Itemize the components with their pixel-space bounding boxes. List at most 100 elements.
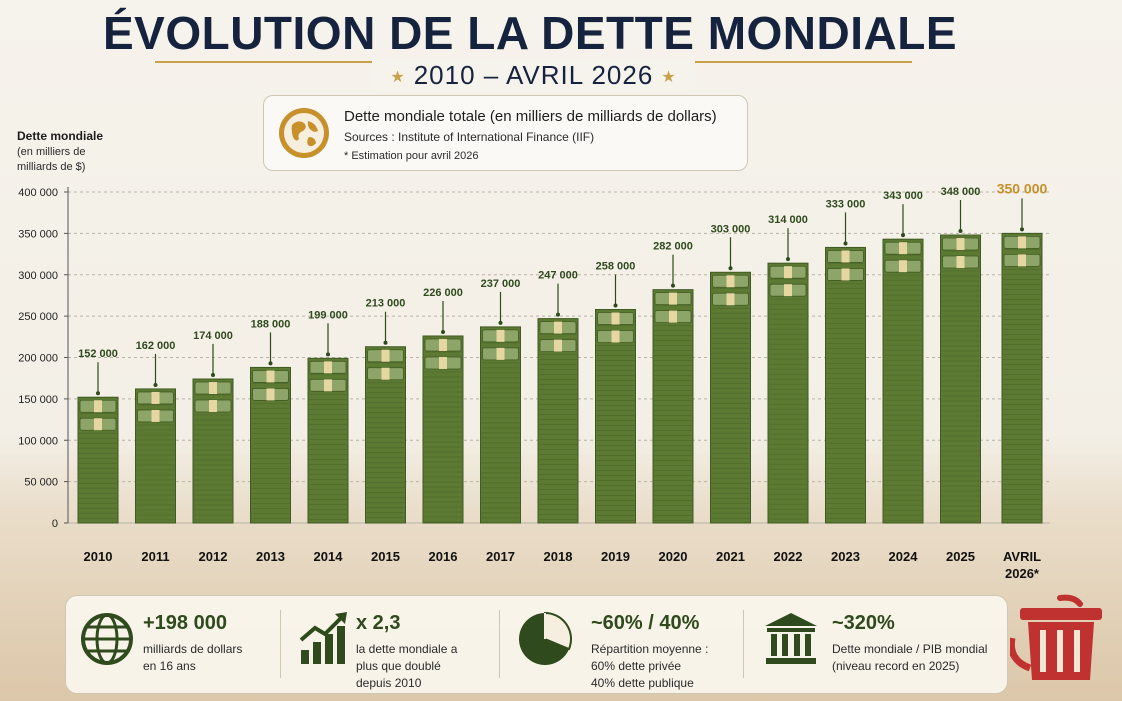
globe-icon	[81, 613, 133, 665]
y-axis-title: Dette mondiale	[17, 129, 104, 143]
bill-band	[151, 409, 160, 422]
stat-line: plus que doublé	[356, 659, 441, 673]
bill-band	[1018, 254, 1026, 267]
stat-line: (niveau record en 2025)	[832, 659, 960, 673]
x-tick-label: 2012	[199, 549, 228, 564]
x-tick-label: 2020	[659, 549, 688, 564]
x-tick-label: 2010	[84, 549, 113, 564]
star-icon: ★	[390, 69, 406, 87]
value-dot	[1020, 227, 1024, 232]
bill-band	[439, 356, 447, 369]
bar	[710, 271, 751, 524]
value-label: 348 000	[941, 186, 981, 198]
bar	[537, 318, 579, 524]
y-tick-label: 0	[52, 518, 58, 530]
bill-band	[496, 347, 505, 360]
pie-chart-icon	[519, 611, 572, 665]
chart-title: ÉVOLUTION DE LA DETTE MONDIALE	[102, 7, 958, 59]
stat-divider	[499, 610, 500, 678]
stat-line: milliards de dollars	[143, 642, 243, 656]
bill-band	[669, 292, 677, 305]
bill-band	[209, 400, 217, 413]
x-tick-label: 2017	[486, 549, 515, 564]
value-dot	[326, 352, 330, 357]
bill-band	[209, 382, 217, 395]
bill-band	[1018, 236, 1026, 249]
value-label: 162 000	[136, 340, 176, 352]
y-axis-unit: (en milliers de milliards de $)	[17, 146, 86, 173]
growth-chart-icon	[299, 612, 347, 664]
x-tick-label: 2022	[774, 549, 803, 564]
bar	[940, 234, 981, 524]
value-label: 199 000	[308, 309, 348, 321]
bar	[652, 289, 694, 524]
info-box: Dette mondiale totale (en milliers de mi…	[263, 95, 748, 171]
value-dot	[441, 329, 445, 334]
stat-debt-gdp: ~320% Dette mondiale / PIB mondial (nive…	[756, 596, 1001, 693]
value-label: 303 000	[711, 223, 751, 235]
stat-description: Répartition moyenne : 60% dette privée 4…	[591, 641, 708, 692]
bill-band	[956, 238, 965, 251]
x-tick-label: 2015	[371, 549, 400, 564]
value-label: 247 000	[538, 270, 578, 282]
stat-line: 60% dette privée	[591, 659, 682, 673]
value-dot	[96, 391, 100, 396]
x-tick-label: 2025	[946, 549, 975, 564]
trash-icon[interactable]	[1010, 590, 1110, 685]
bar	[77, 396, 119, 524]
stat-distribution: ~60% / 40% Répartition moyenne : 60% det…	[514, 596, 744, 693]
info-sources: Sources : Institute of International Fin…	[344, 130, 595, 144]
value-label: 282 000	[653, 241, 693, 253]
x-tick-label: 2011	[141, 549, 169, 564]
stat-line: en 16 ans	[143, 659, 196, 673]
y-tick-label: 200 000	[18, 353, 58, 365]
y-tick-label: 150 000	[18, 394, 58, 406]
bill-band	[554, 339, 562, 352]
bank-icon	[765, 613, 817, 664]
subtitle: ★ 2010 – AVRIL 2026 ★	[155, 60, 912, 91]
value-dot	[556, 312, 560, 317]
value-dot	[498, 320, 503, 325]
stats-panel: +198 000 milliards de dollars en 16 ans …	[65, 595, 1008, 694]
stat-value: ~320%	[832, 612, 895, 634]
value-label: 258 000	[596, 261, 636, 273]
globe-icon	[279, 108, 329, 158]
value-dot	[958, 229, 963, 234]
y-tick-label: 250 000	[18, 311, 58, 323]
bill-band	[726, 293, 735, 306]
value-label: 343 000	[883, 190, 923, 202]
x-tick-label: 2026*	[1005, 566, 1040, 581]
value-label: 314 000	[768, 214, 808, 226]
subtitle-text: 2010 – AVRIL 2026	[413, 60, 654, 90]
x-tick-label: 2023	[831, 549, 860, 564]
value-dot	[153, 382, 158, 387]
bill-band	[266, 388, 275, 401]
value-dot	[211, 373, 215, 378]
bill-band	[899, 242, 907, 255]
y-tick-label: 300 000	[18, 270, 58, 282]
value-label: 333 000	[826, 198, 866, 210]
stat-line: 40% dette publique	[591, 676, 694, 690]
y-tick-label: 350 000	[18, 228, 58, 240]
stat-line: depuis 2010	[356, 676, 422, 690]
x-tick-label: 2018	[544, 549, 573, 564]
value-dot	[786, 257, 790, 262]
bill-band	[381, 367, 390, 380]
x-tick-label: 2019	[601, 549, 630, 564]
y-tick-label: 50 000	[24, 477, 58, 489]
bar	[767, 262, 809, 524]
bill-band	[151, 391, 160, 404]
value-label: 226 000	[423, 287, 463, 299]
star-icon: ★	[661, 69, 677, 87]
x-tick-label: AVRIL	[1003, 549, 1041, 564]
bar	[135, 388, 176, 524]
value-label: 350 000	[997, 180, 1048, 196]
y-tick-label: 400 000	[18, 187, 58, 199]
x-tick-label: 2014	[314, 549, 344, 564]
bill-band	[266, 370, 275, 383]
value-label: 188 000	[251, 318, 291, 330]
stat-divider	[743, 610, 744, 678]
value-label: 213 000	[366, 298, 406, 310]
value-label: 152 000	[78, 348, 118, 360]
value-dot	[728, 266, 733, 271]
